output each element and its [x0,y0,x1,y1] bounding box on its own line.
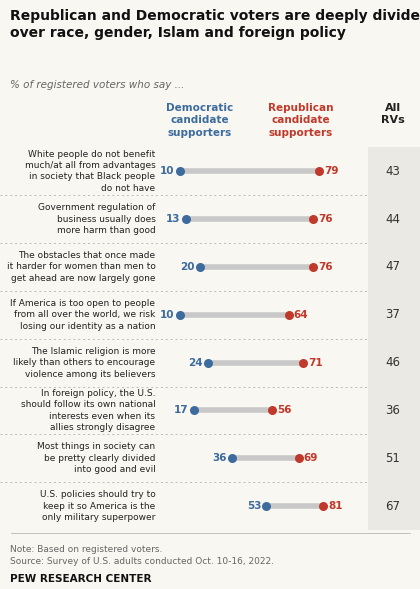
Text: In foreign policy, the U.S.
should follow its own national
interests even when i: In foreign policy, the U.S. should follo… [21,389,155,432]
Text: Note: Based on registered voters.
Source: Survey of U.S. adults conducted Oct. 1: Note: Based on registered voters. Source… [10,545,275,565]
Text: Government regulation of
business usually does
more harm than good: Government regulation of business usuall… [38,203,155,235]
Text: Republican and Democratic voters are deeply divided
over race, gender, Islam and: Republican and Democratic voters are dee… [10,9,420,39]
Text: 10: 10 [160,310,175,320]
Text: 46: 46 [385,356,400,369]
Text: 76: 76 [318,214,333,224]
Text: 43: 43 [385,165,400,178]
Text: 53: 53 [247,501,261,511]
Text: 24: 24 [188,358,203,368]
Text: 69: 69 [304,454,318,464]
Text: If America is too open to people
from all over the world, we risk
losing our ide: If America is too open to people from al… [10,299,155,330]
Text: Democratic
candidate
supporters: Democratic candidate supporters [166,103,234,138]
Text: 13: 13 [166,214,181,224]
Bar [368,147,420,530]
Text: 76: 76 [318,262,333,272]
Text: Most things in society can
be pretty clearly divided
into good and evil: Most things in society can be pretty cle… [37,442,155,474]
Text: The Islamic religion is more
likely than others to encourage
violence among its : The Islamic religion is more likely than… [13,347,155,379]
Text: White people do not benefit
much/at all from advantages
in society that Black pe: White people do not benefit much/at all … [25,150,155,193]
Text: 56: 56 [278,405,292,415]
Text: 47: 47 [385,260,400,273]
Text: Republican
candidate
supporters: Republican candidate supporters [268,103,333,138]
Text: 17: 17 [174,405,189,415]
Text: U.S. policies should try to
keep it so America is the
only military superpower: U.S. policies should try to keep it so A… [39,490,155,522]
Text: 20: 20 [180,262,195,272]
Text: 37: 37 [385,308,400,321]
Text: The obstacles that once made
it harder for women than men to
get ahead are now l: The obstacles that once made it harder f… [7,251,155,283]
Text: 36: 36 [213,454,227,464]
Text: % of registered voters who say ...: % of registered voters who say ... [10,80,185,90]
Text: 71: 71 [308,358,323,368]
Text: 67: 67 [385,499,400,512]
Text: 81: 81 [328,501,342,511]
Text: 44: 44 [385,213,400,226]
Text: 36: 36 [385,404,400,417]
Text: All
RVs: All RVs [381,103,404,125]
Text: 51: 51 [385,452,400,465]
Text: 10: 10 [160,166,175,176]
Text: PEW RESEARCH CENTER: PEW RESEARCH CENTER [10,574,152,584]
Text: 64: 64 [294,310,308,320]
Text: 79: 79 [324,166,339,176]
